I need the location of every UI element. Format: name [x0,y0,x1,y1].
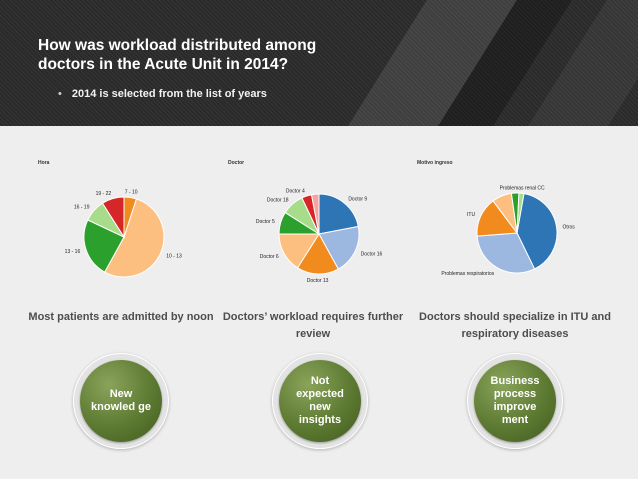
chart-title-hora: Hora [38,160,50,166]
pie-slice [123,196,137,238]
pie-slice-label: Doctor 6 [260,254,279,260]
badge-circle: Business process improve ment [474,360,556,442]
content-panel: Hora 10 - 13 13 - 16 16 - 19 19 - 22 7 - 10 … [0,126,638,479]
badge-circle: Not expected new insights [279,360,361,442]
insight-text-2: Doctors’ workload requires further revie… [222,311,404,340]
pie-slice [476,232,536,274]
pie-slice-label: 19 - 22 [96,191,112,197]
badge-label-3: Business process improve ment [490,375,540,426]
pie-chart-hora: 10 - 13 13 - 16 16 - 19 19 - 22 7 - 10 [65,190,182,278]
pie-slice-label: Doctor 18 [267,197,289,203]
pie-slice [83,219,125,273]
insight-badge-3: Business process improve ment [467,353,563,449]
bullet-text: 2014 is selected from the list of years [71,88,267,100]
badge-circle: New knowled ge [80,360,162,442]
slide-header: How was workload distributed among docto… [0,0,638,126]
pie-slice-label: Doctor 4 [286,188,305,194]
slide-bullet: • 2014 is selected from the list of years [58,88,267,100]
insight-text-1: Most patients are admitted by noon [28,311,214,323]
pie-slice [104,198,165,278]
badge-label-2: Not expected new insights [296,375,344,426]
insight-badge-2: Not expected new insights [272,353,368,449]
pie-slice-label: Doctor 5 [256,219,275,225]
pie-slice [296,233,339,275]
pie-chart-doctor: Doctor 9 Doctor 16 Doctor 13 Doctor 6 Doctor… [256,188,383,284]
pie-slice-label: 13 - 16 [65,249,81,255]
pie-chart-motivo: Otros Problemas respiratorios ITU Problemas… [441,185,576,277]
pie-slice [516,193,558,270]
bullet-icon: • [58,88,62,100]
pie-slice-label: Doctor 13 [307,278,329,284]
pie-slice [516,192,525,234]
insight-text-3: Doctors should specialize in ITU and res… [419,311,611,340]
pie-slice-label: Doctor 9 [348,197,367,203]
slide-title: How was workload distributed among docto… [38,37,317,73]
pie-slice-label: 16 - 19 [74,205,90,211]
pie-slice-label: Problemas respiratorios [441,271,494,277]
pie-slice [310,193,320,235]
pie-slice-label: 7 - 10 [125,190,138,196]
pie-slice-label: ITU [467,212,475,218]
pie-slice [318,225,360,270]
insight-badge-1: New knowled ge [73,353,169,449]
badge-label-1: New knowled ge [91,388,151,413]
chart-title-doctor: Doctor [228,160,245,166]
pie-slice-label: Doctor 16 [361,252,383,258]
pie-slice [318,193,359,235]
pie-slice-label: 10 - 13 [166,253,182,259]
pie-slice-label: Problemas renal CC [500,185,545,191]
pie-slice-label: Otros [563,225,576,231]
chart-title-motivo: Motivo ingreso [417,160,453,166]
